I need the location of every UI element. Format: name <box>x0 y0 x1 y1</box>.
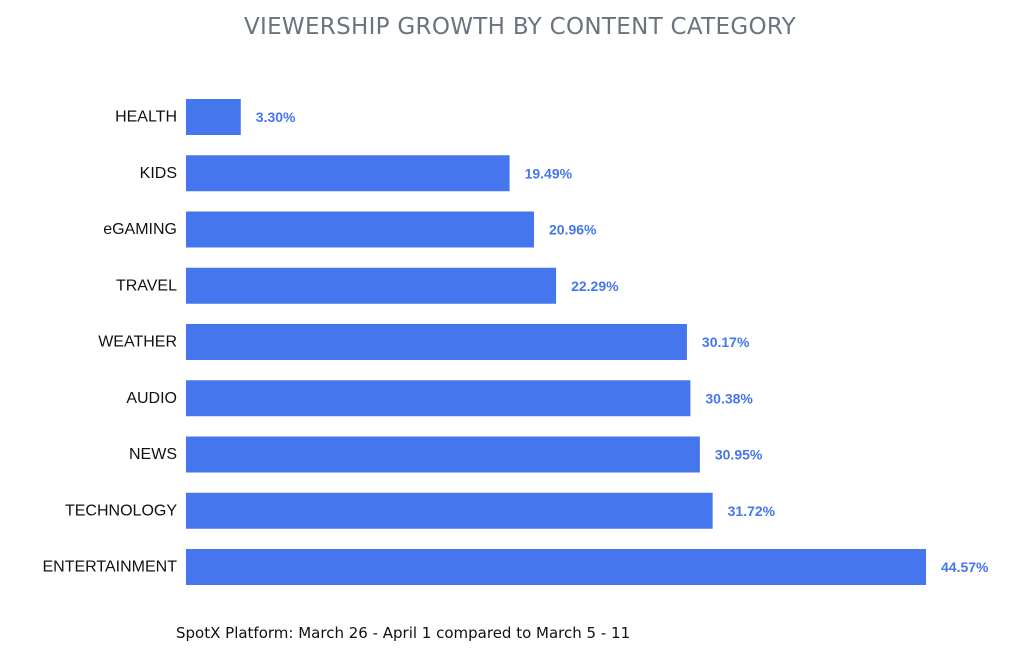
bar-news <box>186 436 700 473</box>
category-label: HEALTH <box>115 109 177 126</box>
bar-weather <box>186 324 687 360</box>
value-label: 30.95% <box>715 447 763 463</box>
value-label: 30.38% <box>705 390 753 406</box>
category-label: eGAMING <box>103 221 177 238</box>
value-label: 20.96% <box>549 222 597 238</box>
category-label: AUDIO <box>126 390 177 407</box>
chart-title: VIEWERSHIP GROWTH BY CONTENT CATEGORY <box>243 14 797 40</box>
bar-technology <box>186 492 713 529</box>
value-label: 19.49% <box>525 165 573 181</box>
category-label: TRAVEL <box>116 277 177 294</box>
bar-health <box>186 99 241 135</box>
value-label: 3.30% <box>256 109 296 125</box>
category-label: ENTERTAINMENT <box>42 559 177 576</box>
bar-kids <box>186 155 510 192</box>
value-label: 31.72% <box>728 503 776 519</box>
value-label: 22.29% <box>571 278 619 294</box>
value-label: 30.17% <box>702 334 750 350</box>
category-label: NEWS <box>129 446 177 463</box>
chart-footnote: SpotX Platform: March 26 - April 1 compa… <box>176 624 631 642</box>
bar-travel <box>186 267 557 304</box>
bar-egaming <box>186 211 534 248</box>
category-label: KIDS <box>140 165 177 182</box>
category-label: TECHNOLOGY <box>65 502 177 519</box>
bar-audio <box>186 380 691 417</box>
value-label: 44.57% <box>941 559 989 575</box>
category-label: WEATHER <box>98 334 177 351</box>
bar-entertainment <box>186 549 926 585</box>
